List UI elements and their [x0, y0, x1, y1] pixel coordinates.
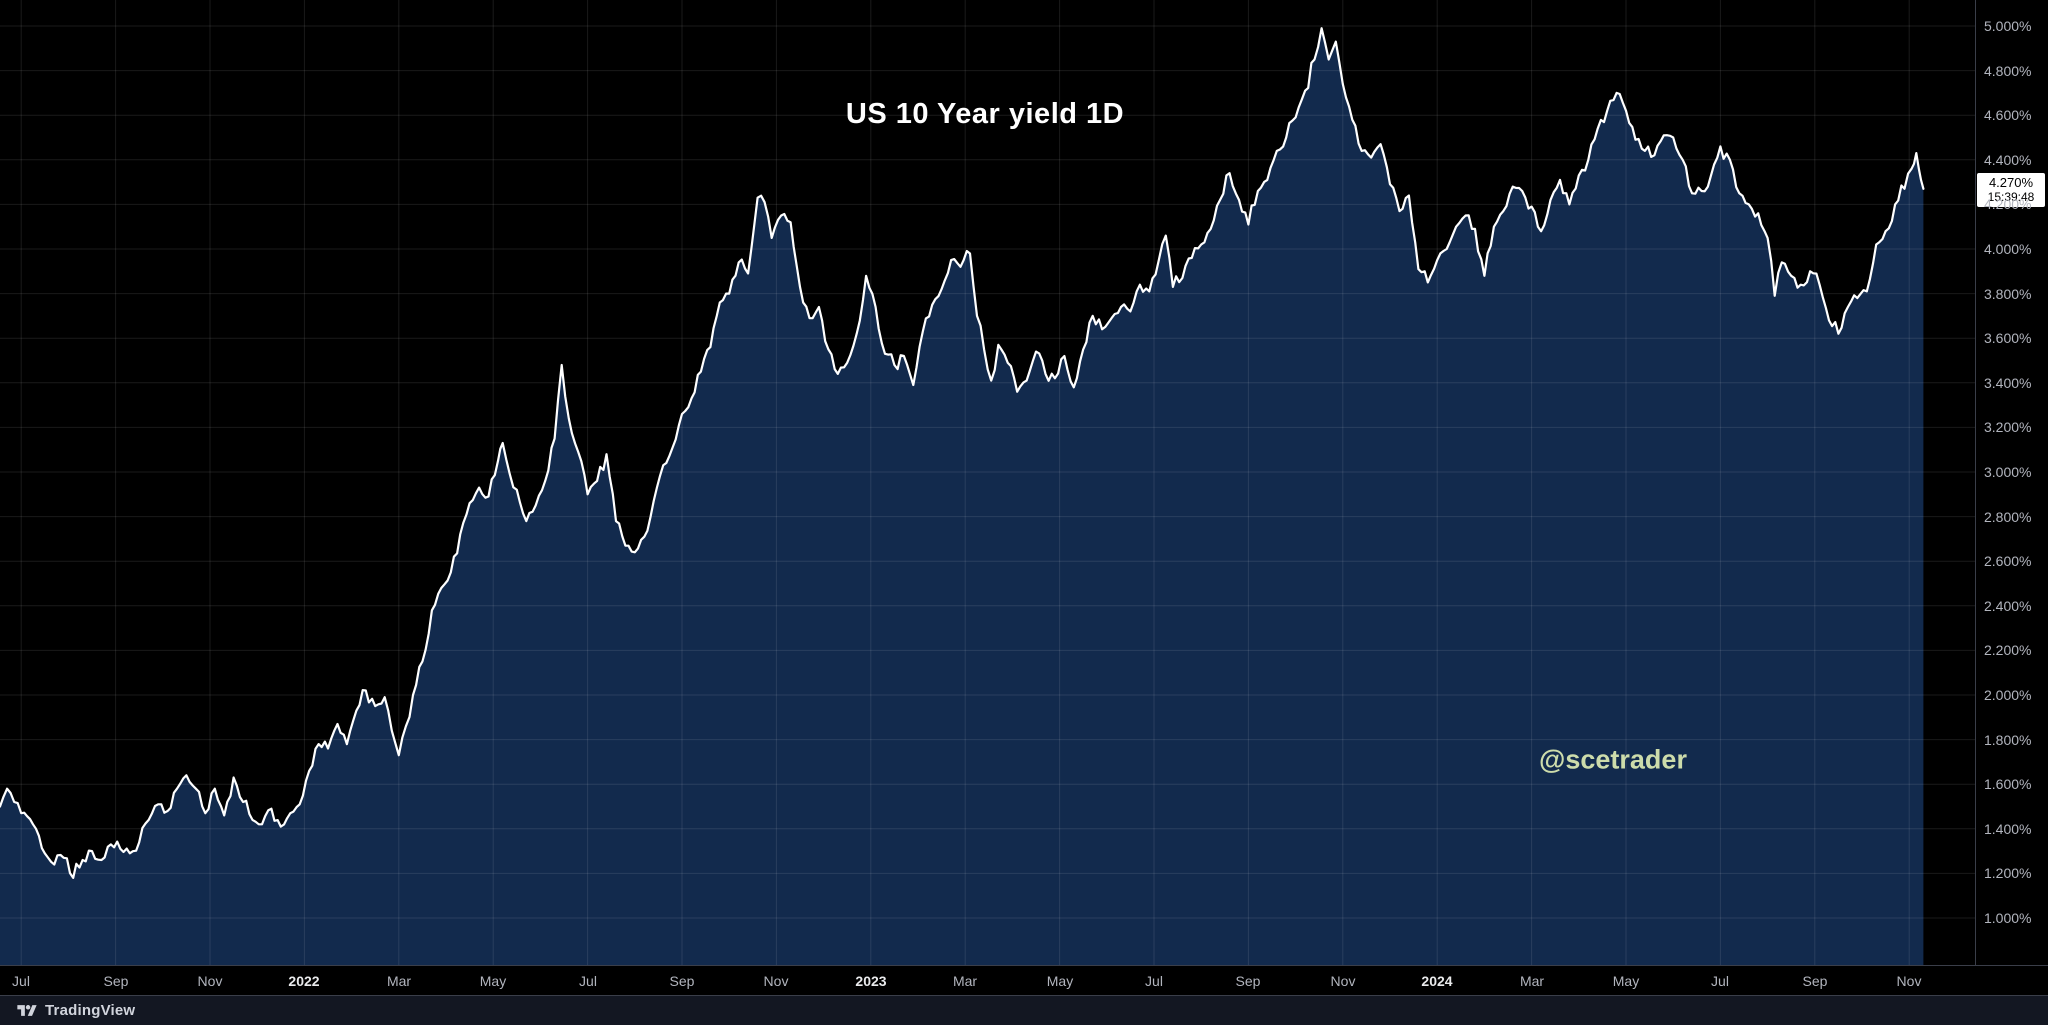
last-price-label: 4.270% 15:39:48: [1977, 173, 2045, 207]
x-axis-label: Nov: [763, 973, 789, 989]
x-axis-label: Mar: [386, 973, 412, 989]
y-axis-label: 1.600%: [1984, 776, 2032, 792]
y-axis-label: 3.600%: [1984, 330, 2032, 346]
x-axis-label: Jul: [579, 973, 597, 989]
price-axis[interactable]: 4.270% 15:39:48 5.000% 4.800% 4.600% 4.400%…: [1975, 0, 2048, 965]
x-axis-label: Jul: [1145, 973, 1163, 989]
y-axis-label: 2.200%: [1984, 642, 2032, 658]
y-axis-label: 3.800%: [1984, 286, 2032, 302]
tradingview-logo[interactable]: TradingView: [16, 1002, 135, 1019]
bottom-toolbar: TradingView: [0, 995, 2048, 1025]
y-axis-label: 3.400%: [1984, 375, 2032, 391]
time-axis[interactable]: Jul Sep Nov 2022 Mar May Jul Sep Nov 2023 Mar May Ju…: [0, 965, 2048, 995]
x-axis-year-label: 2023: [855, 973, 887, 989]
last-price-time: 15:39:48: [1987, 190, 2035, 204]
tradingview-logo-icon: [17, 1005, 37, 1016]
x-axis-label: Sep: [103, 973, 129, 989]
line-series: [0, 27, 1925, 879]
tradingview-brand-text: TradingView: [45, 1002, 136, 1019]
y-axis-label: 4.600%: [1984, 107, 2032, 123]
last-price-value: 4.270%: [1988, 175, 2034, 190]
y-axis-label: 4.400%: [1984, 152, 2032, 168]
x-axis-label: Mar: [1519, 973, 1545, 989]
x-axis-label: Mar: [952, 973, 978, 989]
y-axis-label: 3.200%: [1984, 419, 2032, 435]
area-series-fill: [0, 28, 1924, 965]
chart-canvas[interactable]: [0, 0, 1975, 965]
y-axis-label: 2.000%: [1984, 687, 2032, 703]
x-axis-label: May: [1612, 973, 1640, 989]
y-axis-label: 2.400%: [1984, 598, 2032, 614]
y-axis-label: 1.400%: [1984, 821, 2032, 837]
x-axis-year-label: 2022: [288, 973, 320, 989]
x-axis-label: Jul: [12, 973, 30, 989]
y-axis-label: 4.000%: [1984, 241, 2032, 257]
x-axis-label: Sep: [1235, 973, 1261, 989]
x-axis-label: May: [1046, 973, 1074, 989]
y-axis-label: 5.000%: [1984, 18, 2032, 34]
x-axis-label: Jul: [1711, 973, 1729, 989]
watermark: @scetrader: [1539, 744, 1687, 775]
x-axis-label: Sep: [669, 973, 695, 989]
x-axis-label: Nov: [1896, 973, 1922, 989]
x-axis-year-label: 2024: [1421, 973, 1453, 989]
chart-title: US 10 Year yield 1D: [845, 98, 1125, 130]
y-axis-label: 1.200%: [1984, 865, 2032, 881]
y-axis-label: 1.800%: [1984, 732, 2032, 748]
x-axis-label: Sep: [1802, 973, 1828, 989]
y-axis-label: 4.200%: [1984, 196, 2032, 212]
y-axis-label: 2.800%: [1984, 509, 2032, 525]
x-axis-label: Nov: [1330, 973, 1356, 989]
x-axis-label: May: [479, 973, 507, 989]
y-axis-label: 1.000%: [1984, 910, 2032, 926]
y-axis-label: 3.000%: [1984, 464, 2032, 480]
x-axis-label: Nov: [197, 973, 223, 989]
price-chart-pane[interactable]: US 10 Year yield 1D @scetrader: [0, 0, 1975, 965]
y-axis-label: 4.800%: [1984, 63, 2032, 79]
y-axis-label: 2.600%: [1984, 553, 2032, 569]
